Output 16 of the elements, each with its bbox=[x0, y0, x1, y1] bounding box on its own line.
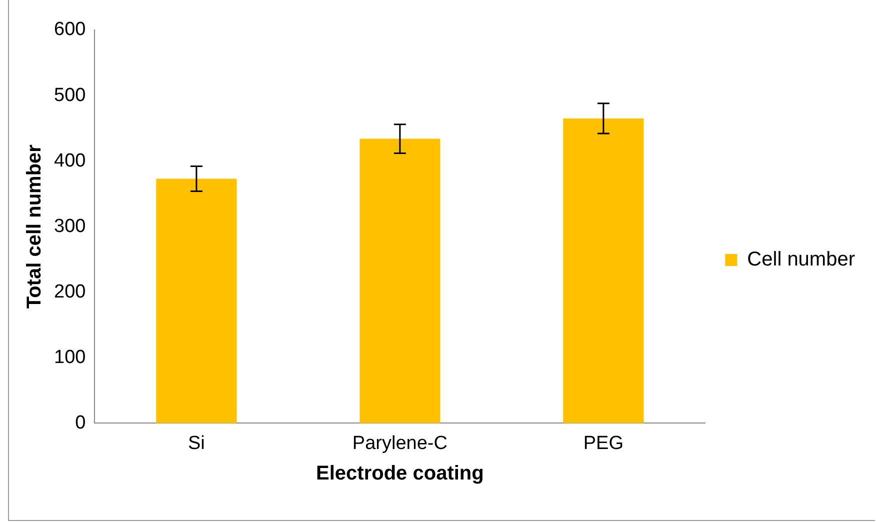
bar bbox=[360, 138, 440, 424]
bar bbox=[563, 118, 644, 424]
y-tick-label: 400 bbox=[54, 150, 86, 172]
x-tick-label: PEG bbox=[583, 432, 624, 454]
y-tick-label: 600 bbox=[54, 19, 86, 40]
x-tick-label: Si bbox=[188, 432, 205, 454]
y-tick-label: 200 bbox=[54, 281, 86, 302]
x-axis-title: Electrode coating bbox=[316, 462, 484, 485]
y-tick-label: 0 bbox=[75, 412, 86, 434]
bar bbox=[156, 178, 237, 424]
y-tick-label: 500 bbox=[54, 84, 86, 106]
y-tick-label: 100 bbox=[54, 346, 86, 368]
y-axis-title: Total cell number bbox=[24, 144, 46, 309]
legend-label: Cell number bbox=[747, 248, 856, 271]
y-tick-label: 300 bbox=[54, 216, 86, 237]
x-tick-label: Parylene-C bbox=[352, 432, 448, 454]
